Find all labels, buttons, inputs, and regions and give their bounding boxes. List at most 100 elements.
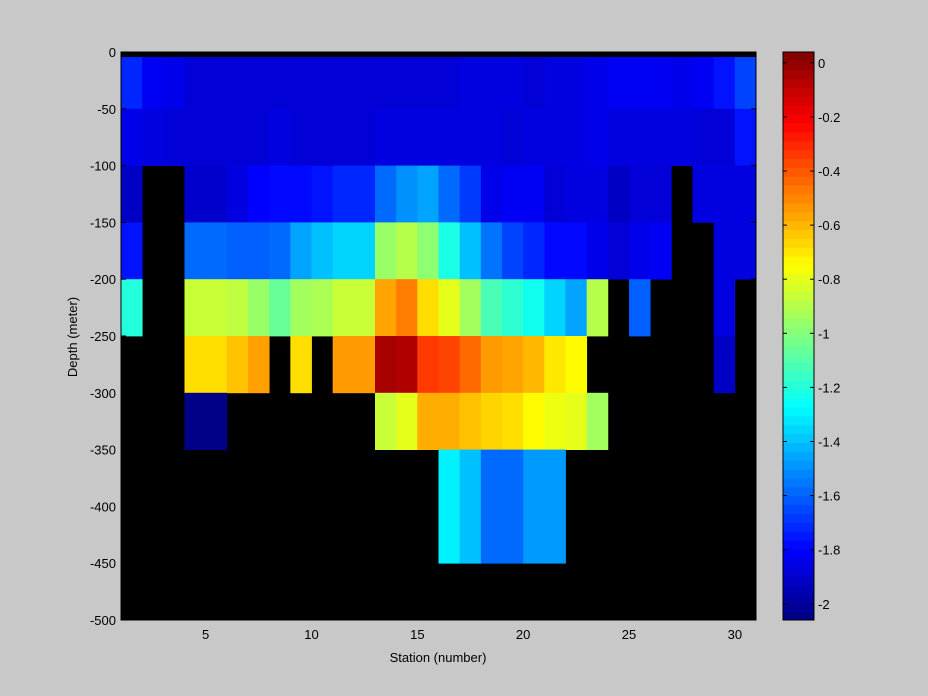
colorbar-level	[783, 149, 814, 159]
heatmap-cell	[353, 165, 376, 223]
colorbar-level	[783, 513, 814, 523]
heatmap-cell	[734, 222, 757, 280]
heatmap-cell	[650, 165, 672, 223]
heatmap-cell	[713, 165, 736, 223]
y-tick-label: -350	[90, 443, 116, 458]
heatmap-cell	[184, 222, 207, 280]
heatmap-cell	[353, 108, 376, 166]
heatmap-cell	[502, 279, 524, 337]
y-axis-label: Depth (meter)	[65, 297, 80, 377]
heatmap-cell	[544, 52, 566, 110]
heatmap-cell	[332, 165, 355, 223]
colorbar-level	[783, 531, 814, 541]
colorbar-level	[783, 282, 814, 293]
heatmap-cell	[523, 52, 545, 110]
heatmap-cell	[438, 165, 461, 223]
heatmap-cell	[523, 222, 545, 280]
heatmap-cell	[629, 222, 651, 280]
heatmap-cell	[480, 449, 503, 507]
heatmap-cell	[311, 279, 334, 337]
heatmap-cell	[226, 222, 249, 280]
colorbar-level	[783, 229, 814, 239]
heatmap-cell	[396, 165, 418, 223]
colorbar-level	[783, 300, 814, 310]
colorbar-level	[783, 327, 814, 337]
heatmap-cell	[121, 222, 143, 280]
heatmap-cell	[544, 279, 566, 337]
heatmap-cell	[565, 222, 588, 280]
heatmap-cell	[438, 506, 461, 564]
colorbar-level	[783, 344, 814, 355]
heatmap-cell	[332, 222, 355, 280]
colorbar-tick-label: -0.2	[818, 110, 840, 125]
y-tick-label: -300	[90, 386, 116, 401]
heatmap-cell	[734, 165, 757, 223]
colorbar-level	[783, 415, 814, 426]
heatmap-cell	[480, 336, 503, 394]
heatmap-cell	[417, 279, 439, 337]
colorbar-level	[783, 433, 814, 443]
heatmap-cell	[226, 279, 249, 337]
heatmap-cell	[607, 165, 630, 223]
heatmap-cell	[290, 279, 312, 337]
colorbar-tick-label: -1.8	[818, 543, 840, 558]
heatmap-cell	[417, 222, 439, 280]
heatmap-cell	[480, 165, 503, 223]
heatmap-cell	[544, 392, 566, 450]
heatmap-cell	[565, 108, 588, 166]
heatmap-cell	[121, 279, 143, 337]
heatmap-cell	[502, 52, 524, 110]
heatmap-cell	[502, 165, 524, 223]
colorbar-level	[783, 167, 814, 177]
heatmap-cell	[586, 222, 609, 280]
heatmap-cell	[205, 392, 228, 450]
heatmap-cell	[502, 392, 524, 450]
colorbar-level	[783, 478, 814, 488]
heatmap-cell	[586, 108, 609, 166]
y-tick-label: 0	[109, 45, 116, 60]
colorbar-level	[783, 265, 814, 275]
heatmap-cell	[607, 52, 630, 110]
heatmap-plot-area	[120, 51, 757, 621]
heatmap-cell	[713, 279, 736, 337]
colorbar-level	[783, 557, 814, 568]
heatmap-cell	[375, 52, 397, 110]
y-tick-label: -450	[90, 556, 116, 571]
colorbar-level	[783, 486, 814, 497]
colorbar-level	[783, 540, 814, 550]
heatmap-cell	[311, 165, 334, 223]
colorbar-level	[783, 549, 814, 559]
heatmap-cell	[650, 222, 672, 280]
heatmap-cell	[629, 108, 651, 166]
heatmap-cell	[353, 222, 376, 280]
colorbar-level	[783, 202, 814, 213]
colorbar-level	[783, 398, 814, 408]
heatmap-cell	[311, 108, 334, 166]
heatmap-cell	[417, 392, 439, 450]
heatmap-cell	[502, 222, 524, 280]
heatmap-cell	[163, 108, 185, 166]
heatmap-cell	[438, 222, 461, 280]
heatmap-cell	[417, 52, 439, 110]
colorbar-level	[783, 78, 814, 88]
heatmap-cell	[544, 165, 566, 223]
heatmap-cell	[248, 108, 270, 166]
heatmap-cell	[290, 52, 312, 110]
heatmap-cell	[459, 336, 482, 394]
colorbar-level	[783, 185, 814, 195]
colorbar-level	[783, 176, 814, 186]
heatmap-cell	[353, 279, 376, 337]
heatmap-cell	[438, 392, 461, 450]
heatmap-cell	[332, 108, 355, 166]
colorbar-level	[783, 52, 814, 62]
heatmap-cell	[396, 222, 418, 280]
heatmap-cell	[184, 279, 207, 337]
heatmap-cell	[205, 52, 228, 110]
heatmap-cell	[248, 336, 270, 394]
heatmap-cell	[734, 108, 757, 166]
colorbar-level	[783, 504, 814, 514]
heatmap-cell	[713, 336, 736, 394]
colorbar-tick-label: 0	[818, 56, 825, 71]
heatmap-cell	[311, 222, 334, 280]
